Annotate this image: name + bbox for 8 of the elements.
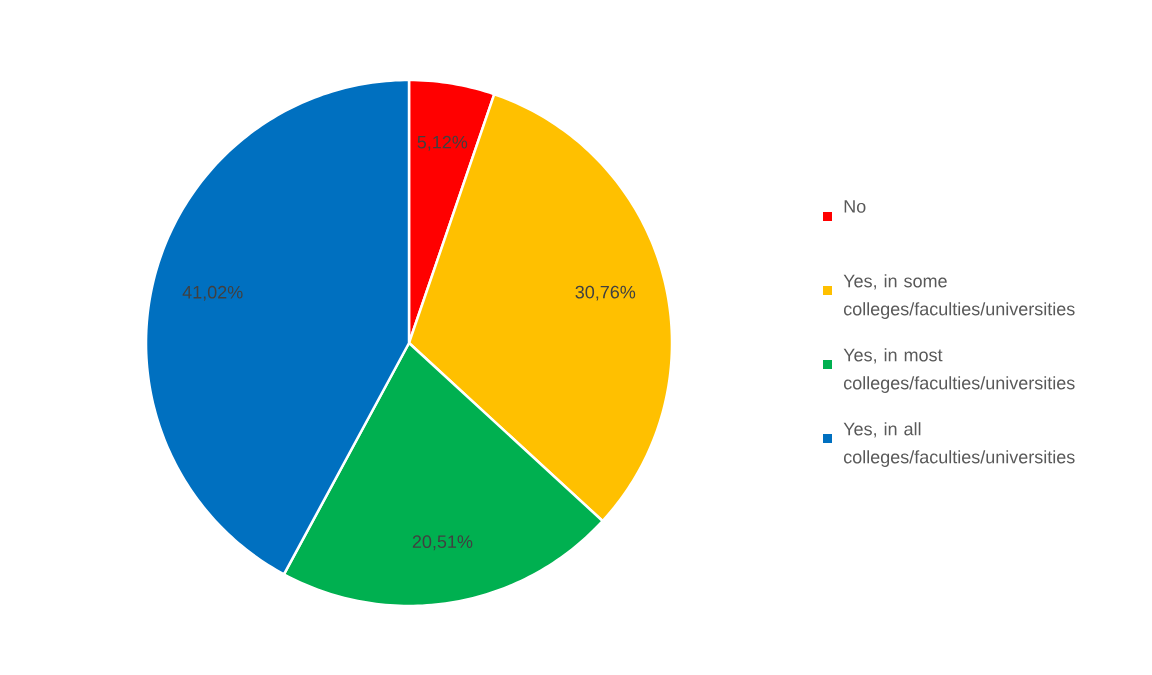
data-label: 41,02% [182, 285, 243, 301]
legend-label: Yes, in some colleges/faculties/universities [843, 274, 1075, 319]
legend-label: No [844, 200, 866, 213]
data-label: 30,76% [575, 285, 636, 301]
data-label: 5,12% [417, 135, 468, 151]
data-label: 20,51% [412, 535, 473, 551]
legend-label: Yes, in all colleges/faculties/universities [843, 422, 1075, 467]
legend-label: Yes, in most colleges/faculties/universities [843, 348, 1075, 393]
